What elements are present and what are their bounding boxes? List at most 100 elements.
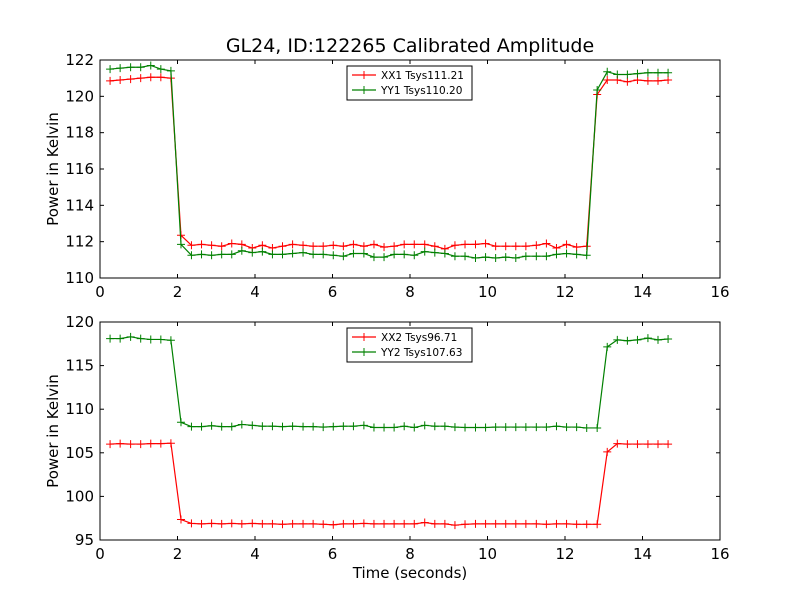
data-point (156, 335, 165, 344)
data-point (572, 250, 581, 259)
data-point (532, 519, 541, 528)
data-point (613, 335, 622, 344)
data-point (116, 64, 125, 73)
data-point (146, 73, 155, 82)
data-point (156, 73, 165, 82)
legend-label: YY2 Tsys107.63 (380, 347, 462, 359)
y-tick-label: 100 (65, 487, 94, 505)
data-point (400, 240, 409, 249)
x-tick-label: 6 (328, 283, 338, 301)
data-point (491, 242, 500, 251)
data-point (349, 422, 358, 431)
data-point (400, 519, 409, 528)
data-point (552, 250, 561, 259)
data-point (329, 251, 338, 260)
data-point (532, 252, 541, 261)
data-point (156, 65, 165, 74)
data-point (278, 422, 287, 431)
data-point (410, 423, 419, 432)
data-point (319, 520, 328, 529)
data-point (654, 335, 662, 344)
data-point (299, 241, 308, 250)
data-point (207, 251, 216, 260)
data-point (390, 519, 399, 528)
data-point (369, 423, 378, 432)
data-point (299, 248, 308, 257)
data-point (582, 251, 591, 260)
data-point (562, 249, 571, 258)
data-point (562, 423, 571, 432)
data-point (288, 519, 297, 528)
data-point (511, 254, 520, 263)
y-axis-label: Power in Kelvin (44, 374, 62, 488)
plots: 0 2 4 6 8 10 12 14 16110112114116118120122Power … (44, 51, 730, 563)
data-point (349, 249, 358, 258)
data-point (309, 519, 318, 528)
data-point (461, 520, 470, 529)
legend-swatch-marker (360, 348, 368, 356)
data-point (552, 422, 561, 431)
data-point (319, 250, 328, 259)
data-point (126, 332, 135, 341)
series-1 (106, 73, 673, 253)
x-tick-label: 14 (633, 283, 652, 301)
data-point (542, 520, 551, 529)
legend-label: YY1 Tsys110.20 (380, 85, 462, 97)
data-point (410, 240, 419, 249)
x-tick-label: 8 (405, 283, 415, 301)
data-point (623, 440, 632, 449)
data-point (248, 519, 257, 528)
data-point (197, 250, 206, 259)
data-point (420, 421, 429, 430)
data-point (299, 422, 308, 431)
data-point (237, 246, 246, 255)
y-tick-label: 110 (65, 400, 94, 418)
data-point (278, 242, 287, 251)
data-point (197, 519, 206, 528)
data-point (643, 68, 652, 77)
data-point (146, 439, 155, 448)
x-tick-label: 6 (328, 545, 338, 563)
x-tick-label: 12 (555, 283, 574, 301)
data-point (146, 335, 155, 344)
legend-box (346, 327, 473, 363)
data-point (603, 75, 612, 84)
data-point (136, 74, 145, 83)
data-point (319, 423, 328, 432)
data-point (390, 423, 399, 432)
data-point (268, 250, 277, 259)
data-point (613, 439, 622, 448)
data-point (623, 70, 632, 79)
data-point (440, 519, 449, 528)
x-tick-label: 2 (173, 283, 183, 301)
data-point (339, 242, 348, 251)
data-point (166, 439, 175, 448)
data-point (643, 440, 652, 449)
data-point (359, 242, 368, 251)
x-axis-label: Time (seconds) (352, 564, 468, 582)
data-point (237, 519, 246, 528)
data-point (349, 240, 358, 249)
y-tick-label: 112 (65, 233, 94, 251)
data-point (532, 423, 541, 432)
data-point (146, 61, 155, 70)
legend-swatch-marker (360, 71, 368, 79)
data-point (542, 239, 551, 248)
y-tick-label: 114 (65, 196, 94, 214)
data-point (380, 243, 389, 252)
data-point (654, 76, 662, 85)
series-2 (106, 61, 673, 263)
data-point (166, 66, 175, 75)
data-point (552, 519, 561, 528)
data-point (603, 67, 612, 76)
data-point (501, 519, 510, 528)
data-point (654, 68, 662, 77)
data-point (359, 249, 368, 258)
data-point (582, 520, 591, 529)
data-point (633, 69, 642, 78)
data-point (197, 240, 206, 249)
x-tick-label: 16 (710, 545, 729, 563)
data-point (288, 240, 297, 249)
data-point (511, 242, 520, 251)
